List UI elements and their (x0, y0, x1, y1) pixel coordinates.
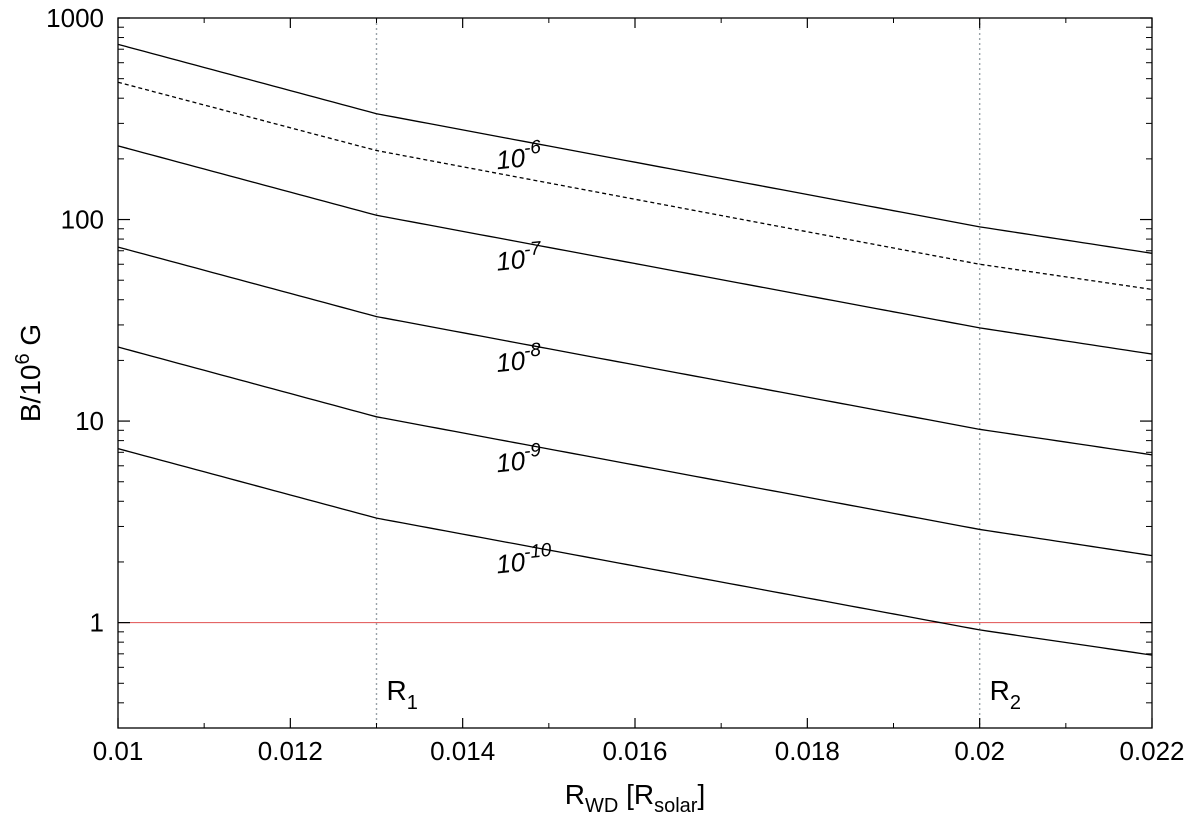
x-tick-label: 0.01 (93, 736, 144, 766)
dashed-curve (117, 81, 1153, 291)
y-tick-label: 1000 (46, 3, 104, 33)
plot-frame (117, 17, 1153, 729)
curve--9 (117, 346, 1153, 557)
curve--7 (117, 145, 1153, 355)
x-tick-label: 0.018 (775, 736, 840, 766)
y-axis-title: B/106 G (12, 324, 46, 422)
curve-label-6: 10-6 (494, 137, 544, 176)
x-tick-label: 0.02 (954, 736, 1005, 766)
curve-label-10: 10-10 (494, 540, 554, 580)
x-tick-label: 0.022 (1119, 736, 1184, 766)
y-tick-label: 1 (90, 608, 104, 638)
x-tick-label: 0.016 (602, 736, 667, 766)
curve--10 (117, 448, 1153, 656)
curve--8 (117, 246, 1153, 456)
curve-label-8: 10-8 (494, 339, 544, 378)
vline-label-r1: R1 (387, 675, 418, 714)
x-axis-title: RWD [Rsolar] (565, 779, 705, 817)
curve-label-7: 10-7 (494, 238, 545, 277)
y-tick-label: 10 (75, 406, 104, 436)
x-tick-label: 0.014 (430, 736, 495, 766)
curve--6 (117, 43, 1153, 254)
vline-label-r2: R2 (990, 675, 1021, 714)
y-tick-label: 100 (61, 205, 104, 235)
curve-label-9: 10-9 (494, 440, 544, 479)
x-tick-label: 0.012 (258, 736, 323, 766)
